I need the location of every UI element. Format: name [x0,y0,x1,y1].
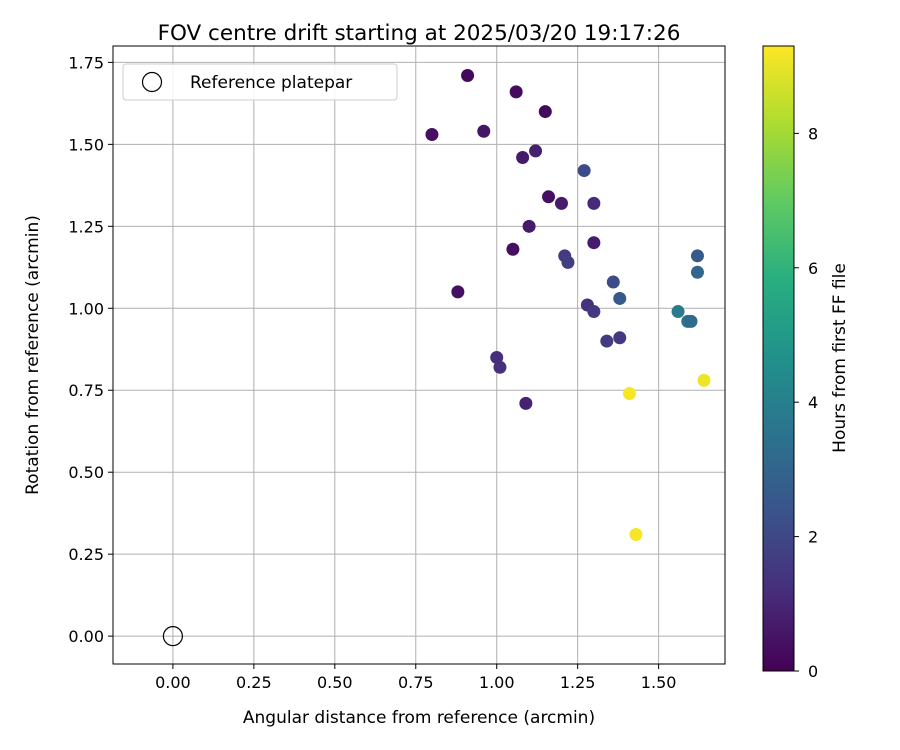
grid-lines [113,46,725,664]
data-point [461,69,475,83]
y-tick-label: 1.50 [68,135,104,154]
plot-frame [112,45,726,665]
data-point [613,291,627,305]
y-tick-label: 0.25 [68,545,104,564]
data-point [529,144,543,158]
colorbar-label: Hours from first FF file [830,263,850,453]
data-point [522,219,536,233]
reference-marker-group [162,626,184,647]
data-point [690,249,704,263]
data-point [425,128,439,142]
colorbar: 0 2 4 6 8 Hours from first FF file [762,45,850,681]
legend-entry-reference-platepar: Reference platepar [190,73,352,93]
colorbar-ticks: 0 2 4 6 8 [794,124,818,681]
data-point [629,527,643,541]
data-point [509,85,523,99]
data-point [587,196,601,210]
colorbar-gradient [762,45,795,672]
data-point [684,314,698,328]
y-tick-label: 0.75 [68,381,104,400]
y-tick-label: 0.50 [68,463,104,482]
colorbar-tick-label: 0 [808,662,818,681]
y-tick-label: 1.00 [68,299,104,318]
y-tick-label: 1.75 [68,53,104,72]
data-point [577,164,591,178]
x-tick-label: 1.50 [641,673,677,692]
x-tick-label: 0.50 [317,673,353,692]
x-tick-label: 0.25 [236,673,272,692]
colorbar-tick-label: 4 [808,393,818,412]
data-point [542,190,556,204]
data-point [613,331,627,345]
x-tick-label: 0.00 [155,673,191,692]
colorbar-tick-label: 2 [808,528,818,547]
data-point [690,265,704,279]
data-points [425,69,711,541]
data-point [493,360,507,374]
data-point [587,305,601,319]
data-point [538,105,552,119]
chart-title: FOV centre drift starting at 2025/03/20 … [158,21,681,46]
x-axis-ticks: 0.00 0.25 0.50 0.75 1.00 1.25 1.50 [155,664,676,692]
legend-box [122,63,398,101]
y-tick-label: 0.00 [68,627,104,646]
y-axis-ticks: 0.00 0.25 0.50 0.75 1.00 1.25 1.50 1.75 [68,53,113,646]
x-tick-label: 0.75 [398,673,434,692]
colorbar-tick-label: 8 [808,124,818,143]
data-point [600,334,614,348]
y-axis-label: Rotation from reference (arcmin) [23,215,43,495]
data-point [519,396,533,410]
colorbar-tick-label: 6 [808,259,818,278]
data-point [477,124,491,138]
legend: Reference platepar [122,63,398,101]
x-tick-label: 1.25 [560,673,596,692]
data-point [622,387,636,401]
data-point [506,242,520,256]
data-point [606,275,620,289]
y-tick-label: 1.25 [68,217,104,236]
reference-platepar-marker [162,626,184,647]
data-point [451,285,465,299]
legend-reference-marker-icon [141,71,163,93]
data-point [561,255,575,269]
data-point [490,350,504,364]
x-tick-label: 1.00 [479,673,515,692]
data-point [671,305,685,319]
data-point [554,196,568,210]
x-axis-label: Angular distance from reference (arcmin) [243,708,595,728]
data-point [697,373,711,387]
data-point [516,150,530,164]
data-point [587,236,601,250]
